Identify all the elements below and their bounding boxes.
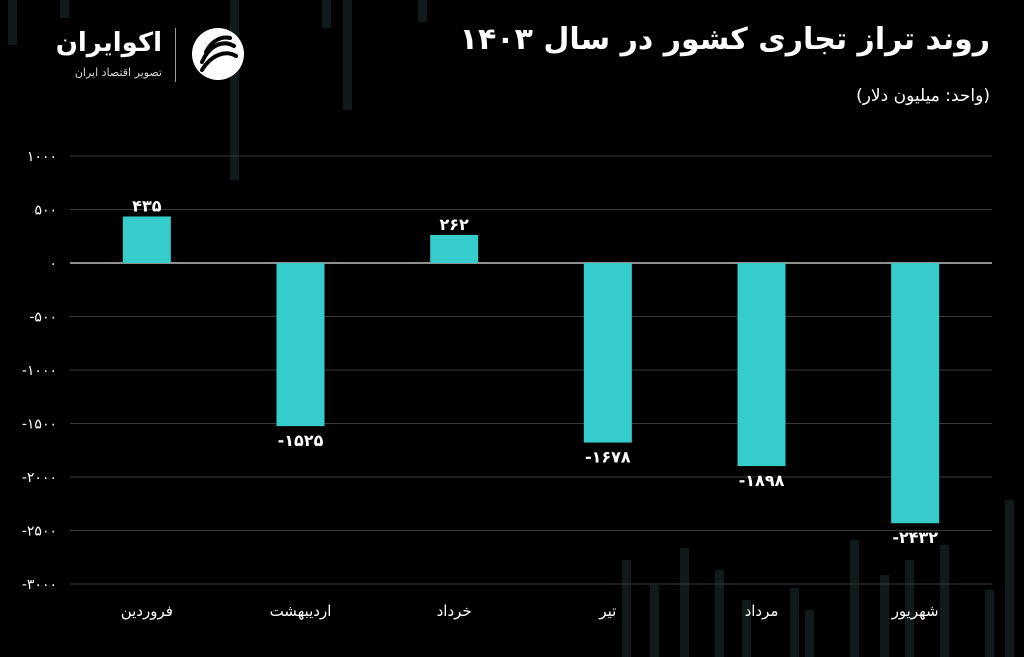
x-category-label: مرداد (745, 602, 779, 620)
bar-value-label: -۱۸۹۸ (739, 471, 785, 490)
bar-value-label: ۲۶۲ (440, 215, 470, 234)
bg-candle (715, 570, 724, 657)
bg-candle (60, 0, 69, 18)
bar-value-label: -۱۵۲۵ (278, 431, 324, 450)
bg-candle (985, 590, 994, 657)
bar-value-label: ۴۳۵ (132, 196, 162, 215)
unit-note: (واحد: میلیون دلار) (856, 86, 990, 106)
bar (276, 263, 325, 427)
x-category-label: تیر (598, 602, 616, 620)
bg-candle (343, 0, 352, 110)
bg-candle (880, 575, 889, 657)
x-category-label: خرداد (437, 602, 472, 620)
bg-candle (940, 545, 949, 657)
bg-candle (680, 548, 689, 657)
y-tick-label: ۵۰۰ (34, 203, 57, 219)
bg-candle (230, 0, 239, 180)
bar (583, 263, 632, 443)
y-tick-label: -۱۵۰۰ (22, 417, 57, 433)
y-tick-label: -۱۰۰۰ (22, 363, 57, 379)
logo-tagline: تصویر اقتصاد ایران (74, 66, 162, 79)
ecoiran-swirl-icon (192, 28, 244, 80)
logo-divider (175, 28, 176, 82)
y-tick-label: ۰ (49, 256, 57, 272)
bar (122, 216, 171, 263)
bar (891, 263, 940, 524)
bg-candle (805, 610, 814, 657)
y-tick-label: -۲۰۰۰ (22, 470, 57, 486)
bar-chart: ۱۰۰۰ ۵۰۰ ۰ -۵۰۰ -۱۰۰۰ -۱۵۰۰ -۲۰۰۰ -۲۵۰۰ -۳۰۰۰ ۴۳۵… (22, 149, 992, 620)
bg-candle (790, 588, 799, 657)
bg-candle (650, 585, 659, 657)
y-tick-label: -۵۰۰ (29, 310, 57, 326)
x-category-label: اردیبهشت (270, 602, 332, 620)
chart-title: روند تراز تجاری کشور در سال ۱۴۰۳ (459, 22, 990, 57)
bg-candle (742, 600, 751, 657)
bar-value-label: -۲۴۳۲ (892, 528, 938, 547)
bg-candle (418, 0, 427, 22)
logo: اکوایران تصویر اقتصاد ایران (40, 26, 250, 86)
bar-value-label: -۱۶۷۸ (585, 448, 631, 467)
y-tick-label: ۱۰۰۰ (27, 149, 57, 165)
bar (430, 234, 479, 263)
bg-candle (622, 560, 631, 657)
bar (737, 263, 786, 467)
bg-candle (905, 560, 914, 657)
bg-candle (1005, 500, 1014, 657)
bg-candle (322, 0, 331, 28)
y-tick-label: -۳۰۰۰ (22, 577, 57, 593)
bg-candle (850, 540, 859, 657)
logo-name: اکوایران (55, 28, 162, 58)
x-category-label: شهریور (891, 602, 939, 620)
bg-candle (8, 0, 17, 45)
x-category-label: فروردین (121, 602, 173, 620)
y-tick-label: -۲۵۰۰ (22, 524, 57, 540)
